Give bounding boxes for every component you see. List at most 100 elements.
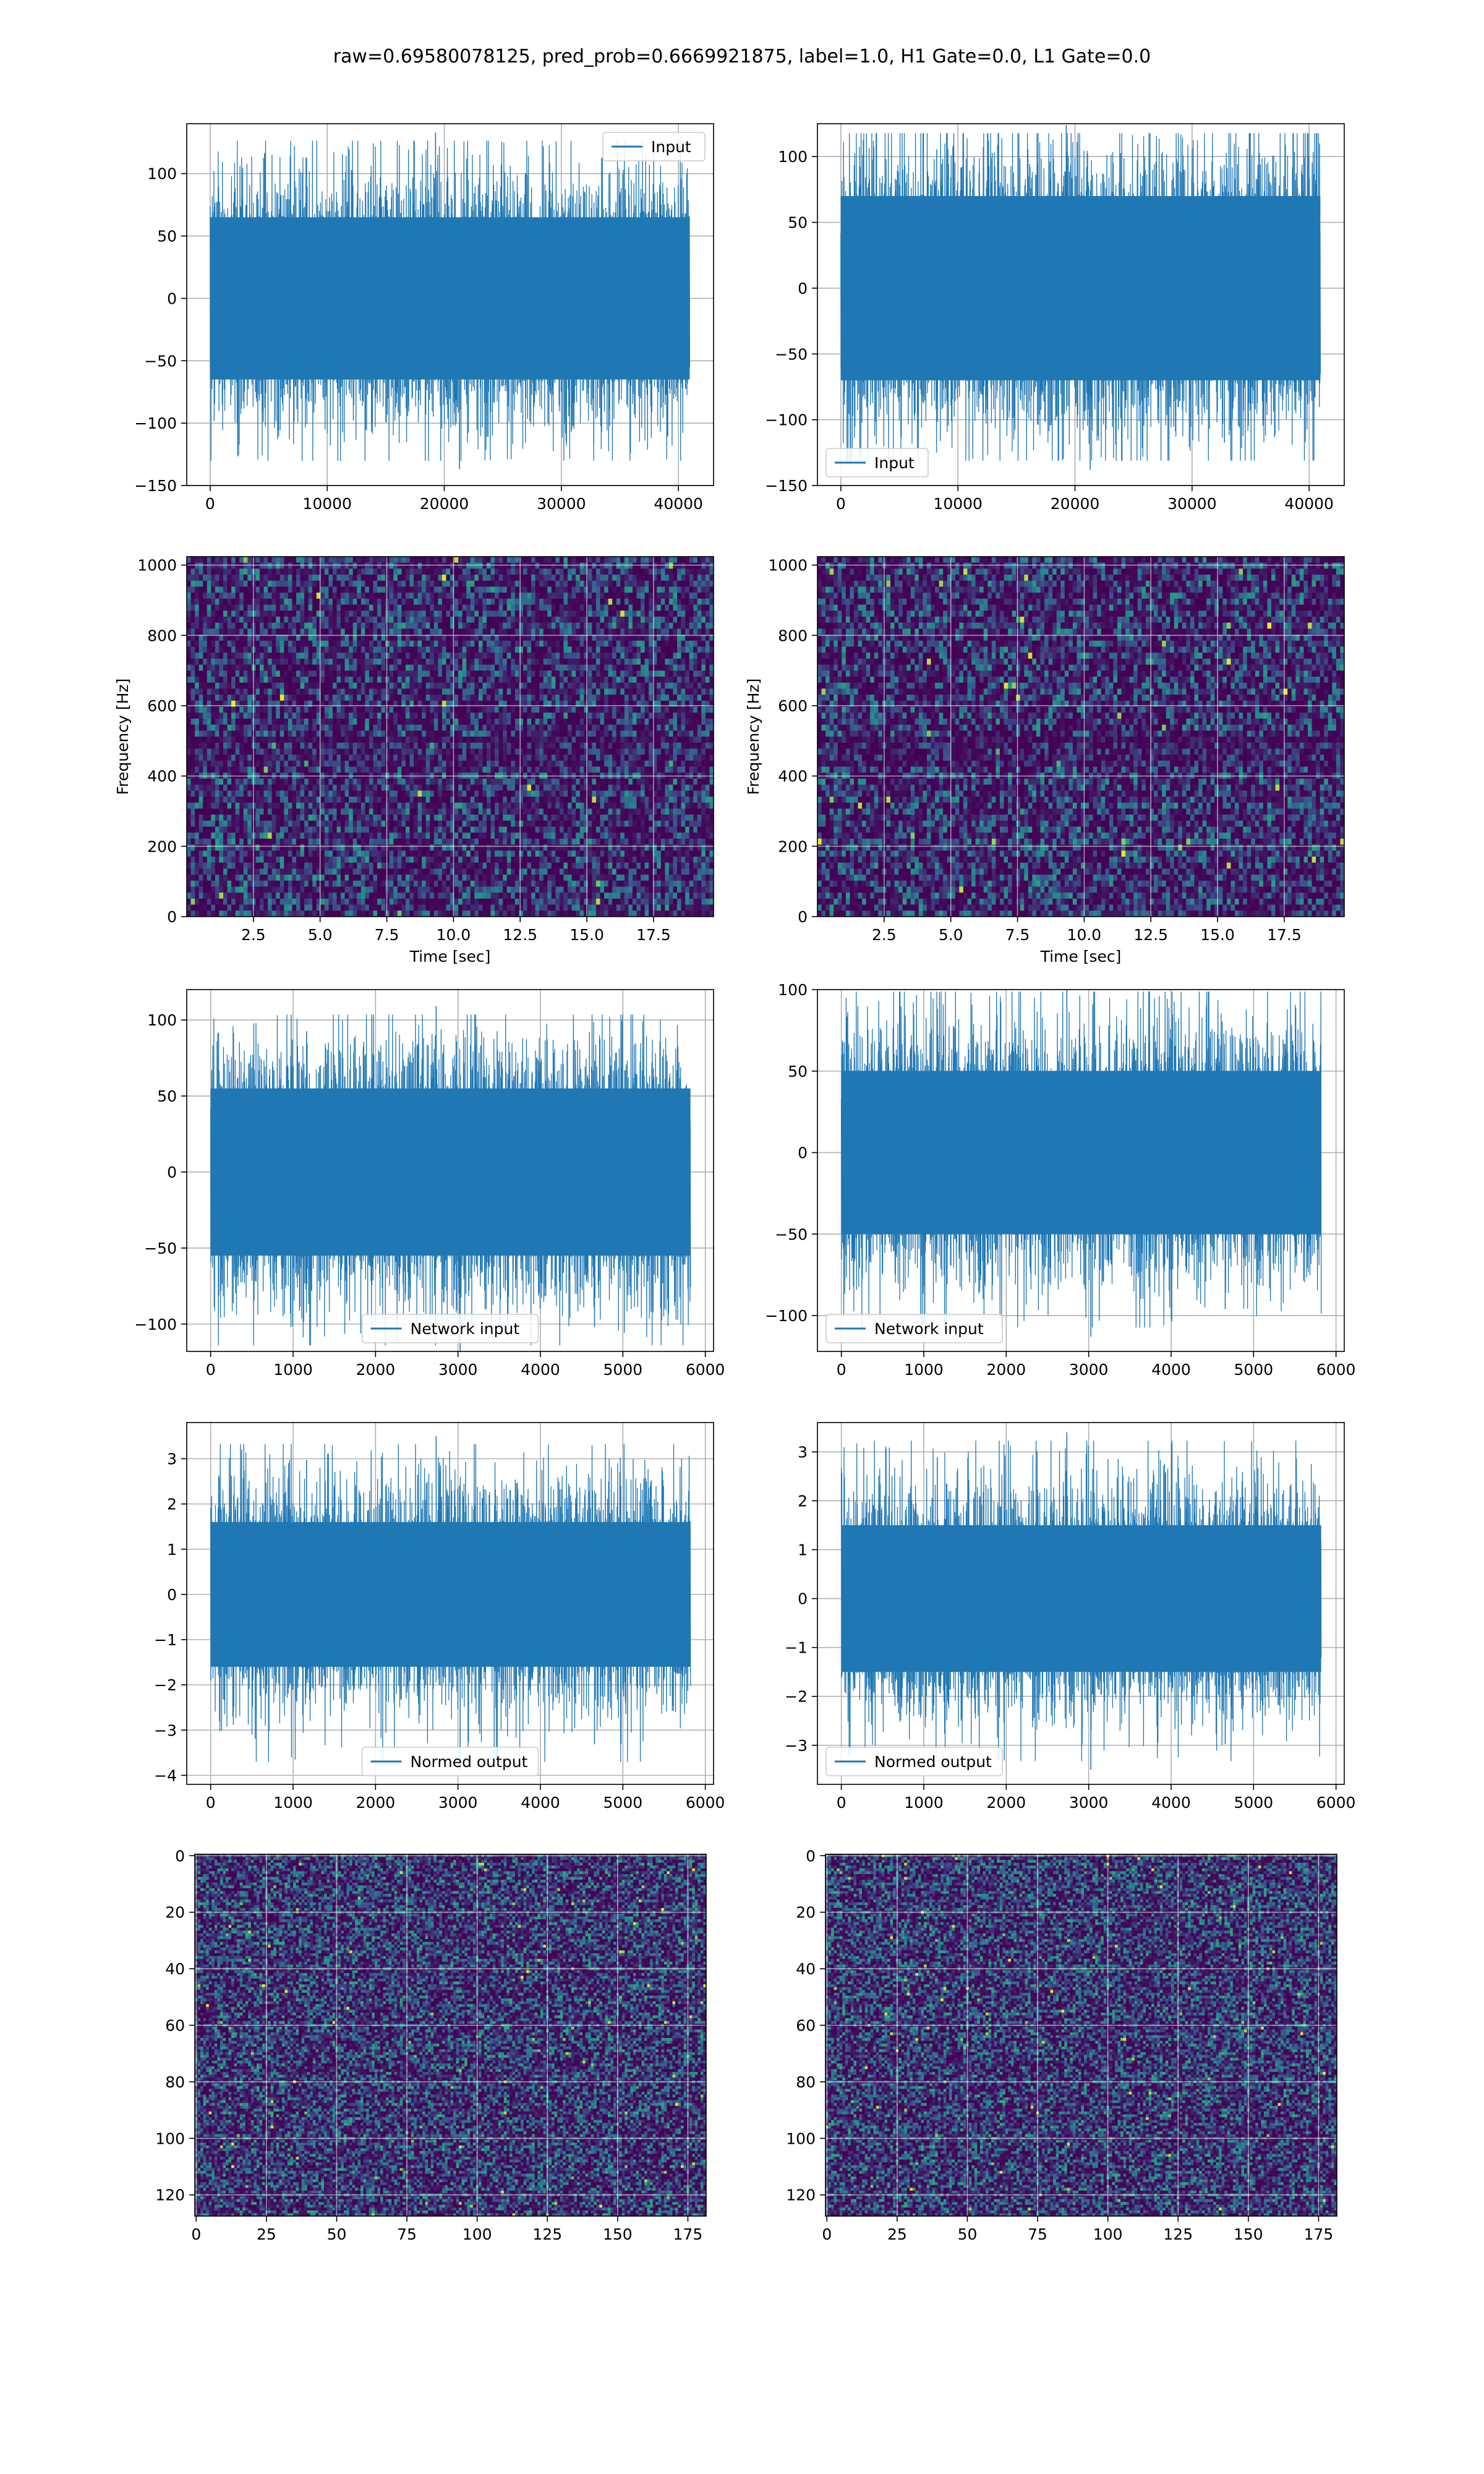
heatmap-cell bbox=[645, 587, 649, 593]
heatmap-cell bbox=[191, 730, 195, 737]
heatmap-cell bbox=[430, 737, 434, 743]
heatmap-cell bbox=[511, 563, 515, 569]
heatmap-cell bbox=[219, 587, 223, 593]
heatmap-cell bbox=[393, 677, 398, 683]
heatmap-cell bbox=[665, 725, 669, 731]
heatmap-cell bbox=[434, 677, 438, 683]
heatmap-cell bbox=[584, 683, 588, 689]
heatmap-cell bbox=[625, 748, 629, 755]
heatmap-cell bbox=[284, 623, 288, 629]
heatmap-cell bbox=[628, 719, 633, 725]
heatmap-cell bbox=[661, 677, 665, 683]
heatmap-cell bbox=[661, 730, 665, 737]
heatmap-cell bbox=[568, 563, 572, 569]
heatmap-cell bbox=[373, 653, 377, 659]
heatmap-cell bbox=[482, 670, 487, 677]
heatmap-cell bbox=[612, 581, 616, 587]
heatmap-cell bbox=[336, 665, 341, 671]
heatmap-cell bbox=[426, 670, 430, 677]
heatmap-cell bbox=[689, 653, 694, 659]
heatmap-cell bbox=[503, 779, 507, 785]
heatmap-cell bbox=[207, 641, 211, 647]
heatmap-cell bbox=[689, 767, 694, 773]
heatmap-cell bbox=[503, 617, 507, 623]
heatmap-cell bbox=[414, 587, 418, 593]
heatmap-cell bbox=[401, 755, 406, 761]
heatmap-cell bbox=[628, 713, 633, 719]
heatmap-cell bbox=[633, 743, 637, 749]
heatmap-cell bbox=[301, 557, 305, 563]
heatmap-cell bbox=[284, 761, 288, 767]
heatmap-cell bbox=[600, 568, 604, 575]
heatmap-cell bbox=[239, 575, 244, 581]
heatmap-cell bbox=[276, 581, 280, 587]
heatmap-cell bbox=[612, 575, 616, 581]
heatmap-cell bbox=[187, 761, 191, 767]
heatmap-cell bbox=[507, 743, 511, 749]
heatmap-cell bbox=[219, 737, 223, 743]
heatmap-cell bbox=[236, 707, 240, 713]
heatmap-cell bbox=[592, 725, 596, 731]
heatmap-cell bbox=[645, 623, 649, 629]
heatmap-cell bbox=[463, 737, 467, 743]
heatmap-cell bbox=[430, 628, 434, 635]
heatmap-cell bbox=[539, 665, 544, 671]
heatmap-cell bbox=[535, 647, 540, 653]
heatmap-cell bbox=[260, 641, 264, 647]
heatmap-cell bbox=[187, 628, 191, 635]
heatmap-cell bbox=[223, 748, 228, 755]
heatmap-cell bbox=[284, 617, 288, 623]
heatmap-cell bbox=[544, 581, 548, 587]
heatmap-cell bbox=[361, 779, 365, 785]
heatmap-cell bbox=[357, 779, 361, 785]
heatmap-cell bbox=[333, 670, 337, 677]
heatmap-cell bbox=[491, 683, 495, 689]
heatmap-cell bbox=[199, 761, 203, 767]
heatmap-cell bbox=[474, 575, 479, 581]
heatmap-cell bbox=[608, 737, 613, 743]
heatmap-cell bbox=[697, 659, 702, 665]
heatmap-cell bbox=[608, 587, 613, 593]
heatmap-cell bbox=[268, 730, 272, 737]
heatmap-cell bbox=[576, 623, 580, 629]
heatmap-cell bbox=[336, 563, 341, 569]
heatmap-cell bbox=[625, 659, 629, 665]
heatmap-cell bbox=[264, 695, 268, 701]
heatmap-cell bbox=[203, 665, 207, 671]
heatmap-cell bbox=[414, 575, 418, 581]
heatmap-cell bbox=[584, 610, 588, 617]
heatmap-cell bbox=[552, 593, 556, 599]
heatmap-cell bbox=[333, 725, 337, 731]
heatmap-cell bbox=[284, 767, 288, 773]
heatmap-cell bbox=[304, 641, 309, 647]
heatmap-cell bbox=[284, 737, 288, 743]
heatmap-cell bbox=[255, 737, 260, 743]
heatmap-cell bbox=[382, 659, 386, 665]
heatmap-cell bbox=[649, 748, 653, 755]
heatmap-cell bbox=[304, 725, 309, 731]
heatmap-cell bbox=[555, 725, 560, 731]
heatmap-cell bbox=[697, 677, 702, 683]
heatmap-cell bbox=[547, 755, 552, 761]
heatmap-cell bbox=[681, 670, 686, 677]
heatmap-cell bbox=[580, 641, 584, 647]
heatmap-cell bbox=[463, 743, 467, 749]
heatmap-cell bbox=[523, 748, 527, 755]
heatmap-cell bbox=[454, 688, 459, 695]
heatmap-cell bbox=[649, 725, 653, 731]
heatmap-cell bbox=[264, 617, 268, 623]
heatmap-cell bbox=[547, 587, 552, 593]
heatmap-cell bbox=[390, 737, 394, 743]
heatmap-cell bbox=[669, 605, 673, 611]
heatmap-cell bbox=[673, 568, 677, 575]
heatmap-cell bbox=[600, 659, 604, 665]
heatmap-cell bbox=[466, 568, 471, 575]
heatmap-cell bbox=[588, 695, 592, 701]
heatmap-cell bbox=[203, 670, 207, 677]
heatmap-cell bbox=[474, 748, 479, 755]
heatmap-cell bbox=[260, 617, 264, 623]
heatmap-cell bbox=[527, 719, 532, 725]
heatmap-cell bbox=[463, 610, 467, 617]
heatmap-cell bbox=[527, 743, 532, 749]
heatmap-cell bbox=[547, 610, 552, 617]
